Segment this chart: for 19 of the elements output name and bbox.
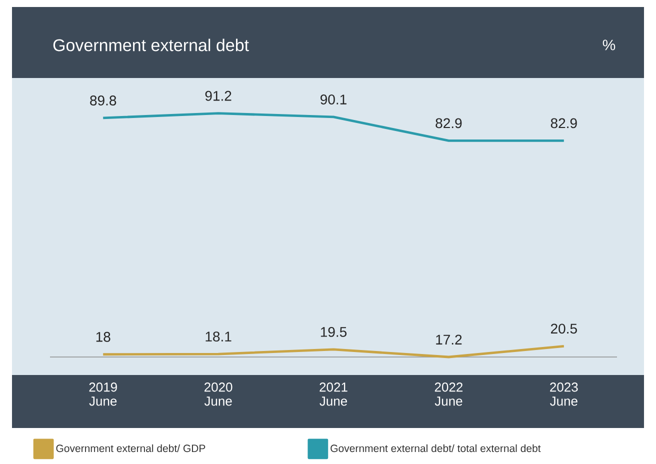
legend-label: Government external debt/ total external debt — [330, 444, 541, 452]
x-tick-label: 2022 June — [434, 382, 463, 406]
data-label: 18 — [96, 332, 110, 342]
x-tick-label: 2019 June — [89, 382, 117, 406]
data-label: 90.1 — [320, 94, 346, 104]
data-label: 82.9 — [550, 118, 577, 128]
data-label: 91.2 — [205, 90, 232, 101]
x-tick-label: 2021 June — [320, 382, 348, 406]
y-axis-title: % — [602, 40, 616, 50]
x-tick-label: 2020 June — [204, 382, 232, 406]
legend-label: Government external debt/ GDP — [56, 444, 206, 452]
x-tick-label: 2023 June — [550, 382, 578, 406]
data-label: 19.5 — [320, 326, 347, 337]
data-label: 17.2 — [436, 334, 462, 344]
data-label: 89.8 — [90, 96, 116, 106]
chart-title: Government external debt — [53, 38, 249, 52]
data-label: 18.1 — [206, 332, 232, 342]
data-label: 20.5 — [550, 324, 577, 334]
data-label: 82.9 — [436, 118, 462, 128]
